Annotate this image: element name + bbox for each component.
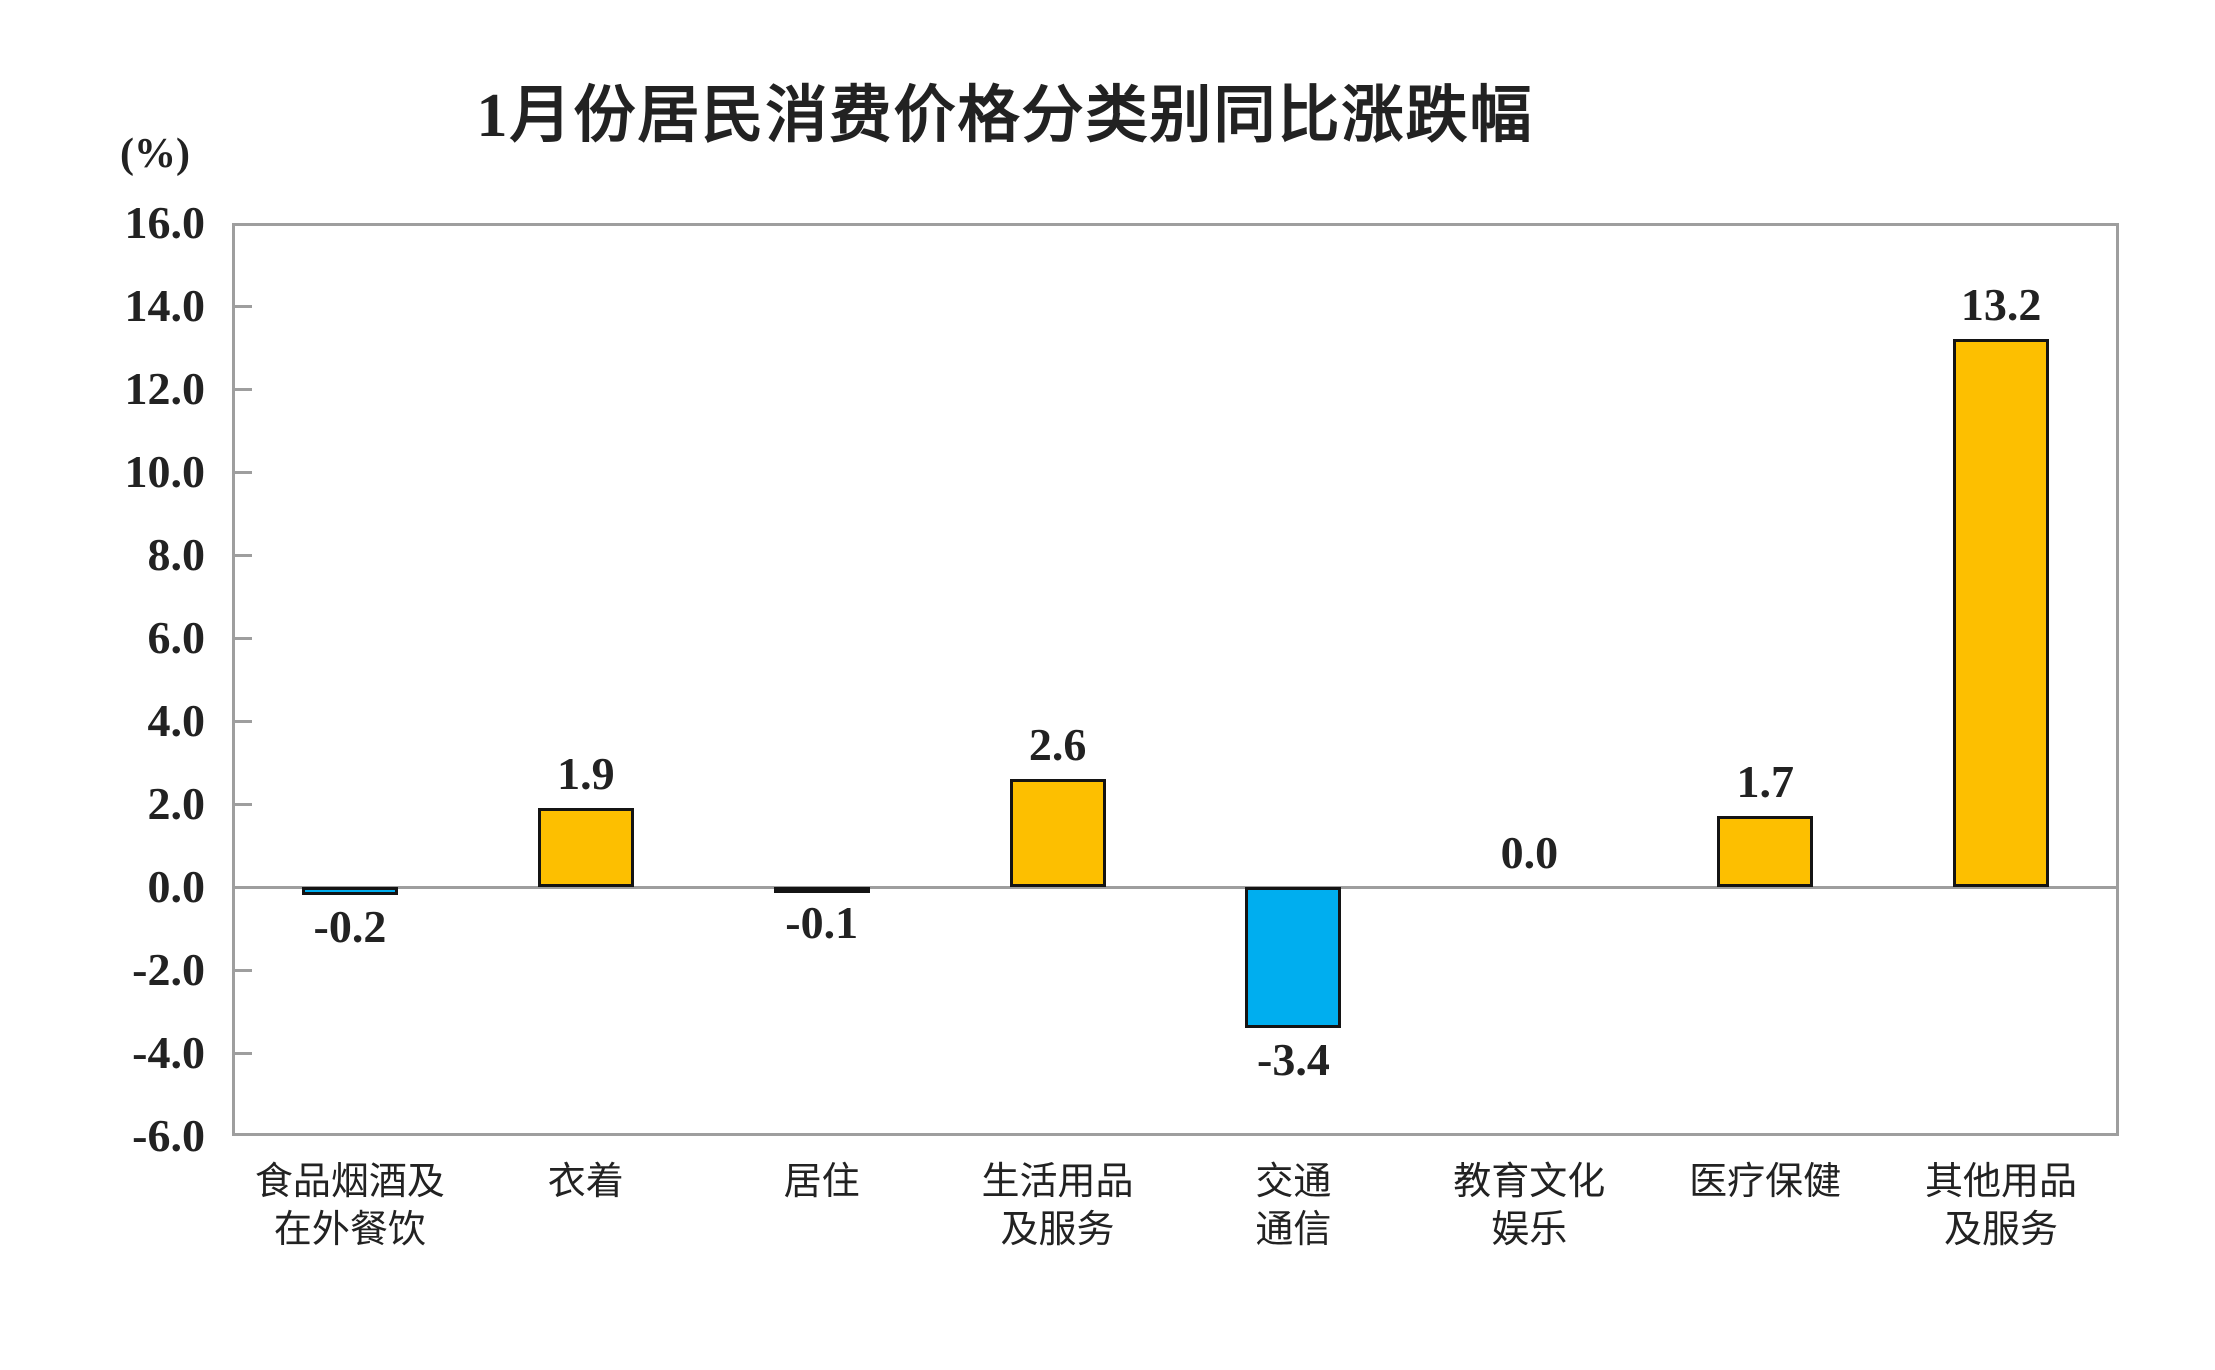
bar-value-label: -0.1 bbox=[785, 897, 859, 949]
bar bbox=[1009, 779, 1106, 887]
x-axis-category-label-line: 其他用品 bbox=[1925, 1161, 2078, 1203]
x-axis-category-label: 衣着 bbox=[468, 1158, 704, 1206]
x-axis-category-label-line: 及服务 bbox=[1000, 1209, 1115, 1251]
y-axis-tick-label: 2.0 bbox=[147, 778, 206, 829]
bar bbox=[773, 887, 870, 893]
x-axis-category-label-line: 及服务 bbox=[1944, 1209, 2059, 1251]
y-axis-tick-mark bbox=[232, 388, 252, 391]
y-axis-tick-mark bbox=[232, 969, 252, 972]
y-axis-tick-label: -4.0 bbox=[132, 1027, 205, 1078]
x-axis-category-label-line: 通信 bbox=[1255, 1209, 1332, 1251]
bar-value-label: 1.7 bbox=[1736, 756, 1794, 808]
bar-value-label: 1.9 bbox=[557, 748, 615, 800]
bar bbox=[301, 887, 398, 896]
bar-value-label: 13.2 bbox=[1960, 279, 2042, 331]
x-axis-category-label: 生活用品 及服务 bbox=[940, 1158, 1176, 1254]
bar bbox=[537, 808, 634, 887]
x-axis-category-label: 医疗保健 bbox=[1647, 1158, 1883, 1206]
x-axis-category-label: 食品烟酒及 在外餐饮 bbox=[232, 1158, 468, 1254]
y-axis-tick-label: 0.0 bbox=[147, 861, 206, 912]
x-axis-category-label: 其他用品 及服务 bbox=[1883, 1158, 2119, 1254]
bar-value-label: -0.2 bbox=[313, 901, 387, 953]
bar-value-label: 2.6 bbox=[1028, 719, 1087, 771]
y-axis-tick-mark bbox=[232, 305, 252, 308]
y-axis-tick-mark bbox=[232, 720, 252, 723]
bar-value-label: 0.0 bbox=[1500, 827, 1559, 878]
x-axis-category-label-line: 交通 bbox=[1255, 1161, 1332, 1203]
x-axis-category-label-line: 医疗保健 bbox=[1689, 1161, 1842, 1203]
y-axis-tick-label: 8.0 bbox=[147, 529, 206, 580]
y-axis-tick-label: -2.0 bbox=[132, 944, 205, 995]
y-axis-tick-label: 14.0 bbox=[124, 280, 206, 331]
x-axis-category-label: 教育文化 娱乐 bbox=[1411, 1158, 1647, 1254]
y-axis-tick-label: 6.0 bbox=[147, 612, 206, 663]
x-axis-category-label-line: 教育文化 bbox=[1453, 1161, 1606, 1203]
bar bbox=[1953, 339, 2050, 887]
y-axis-tick-mark bbox=[232, 554, 252, 557]
x-axis-category-label-line: 娱乐 bbox=[1491, 1209, 1568, 1251]
y-axis-tick-mark bbox=[232, 637, 252, 640]
x-axis-category-label-line: 在外餐饮 bbox=[273, 1209, 426, 1251]
y-axis-tick-mark bbox=[232, 803, 252, 806]
chart-title: 1月份居民消费价格分类别同比涨跌幅 bbox=[476, 82, 1534, 150]
y-axis-tick-mark bbox=[232, 1052, 252, 1055]
x-axis-category-label-line: 居住 bbox=[783, 1161, 860, 1203]
y-axis-tick-label: -6.0 bbox=[132, 1110, 205, 1161]
bar bbox=[1717, 816, 1814, 887]
x-axis-category-label: 居住 bbox=[704, 1158, 940, 1206]
x-axis-zero-line bbox=[232, 886, 2119, 889]
bar-value-label: -3.4 bbox=[1257, 1034, 1330, 1086]
y-axis-tick-label: 10.0 bbox=[124, 446, 206, 497]
bar bbox=[1245, 887, 1342, 1029]
x-axis-category-label-line: 食品烟酒及 bbox=[254, 1161, 445, 1203]
plot-frame bbox=[232, 223, 2119, 1136]
y-axis-unit-label: (%) bbox=[120, 131, 190, 177]
y-axis-tick-label: 4.0 bbox=[147, 695, 206, 746]
x-axis-category-label: 交通 通信 bbox=[1175, 1158, 1411, 1254]
x-axis-category-label-line: 衣着 bbox=[547, 1161, 624, 1203]
y-axis-tick-label: 12.0 bbox=[124, 363, 206, 414]
y-axis-tick-label: 16.0 bbox=[124, 197, 206, 248]
x-axis-category-label-line: 生活用品 bbox=[981, 1161, 1134, 1203]
y-axis-tick-mark bbox=[232, 471, 252, 474]
